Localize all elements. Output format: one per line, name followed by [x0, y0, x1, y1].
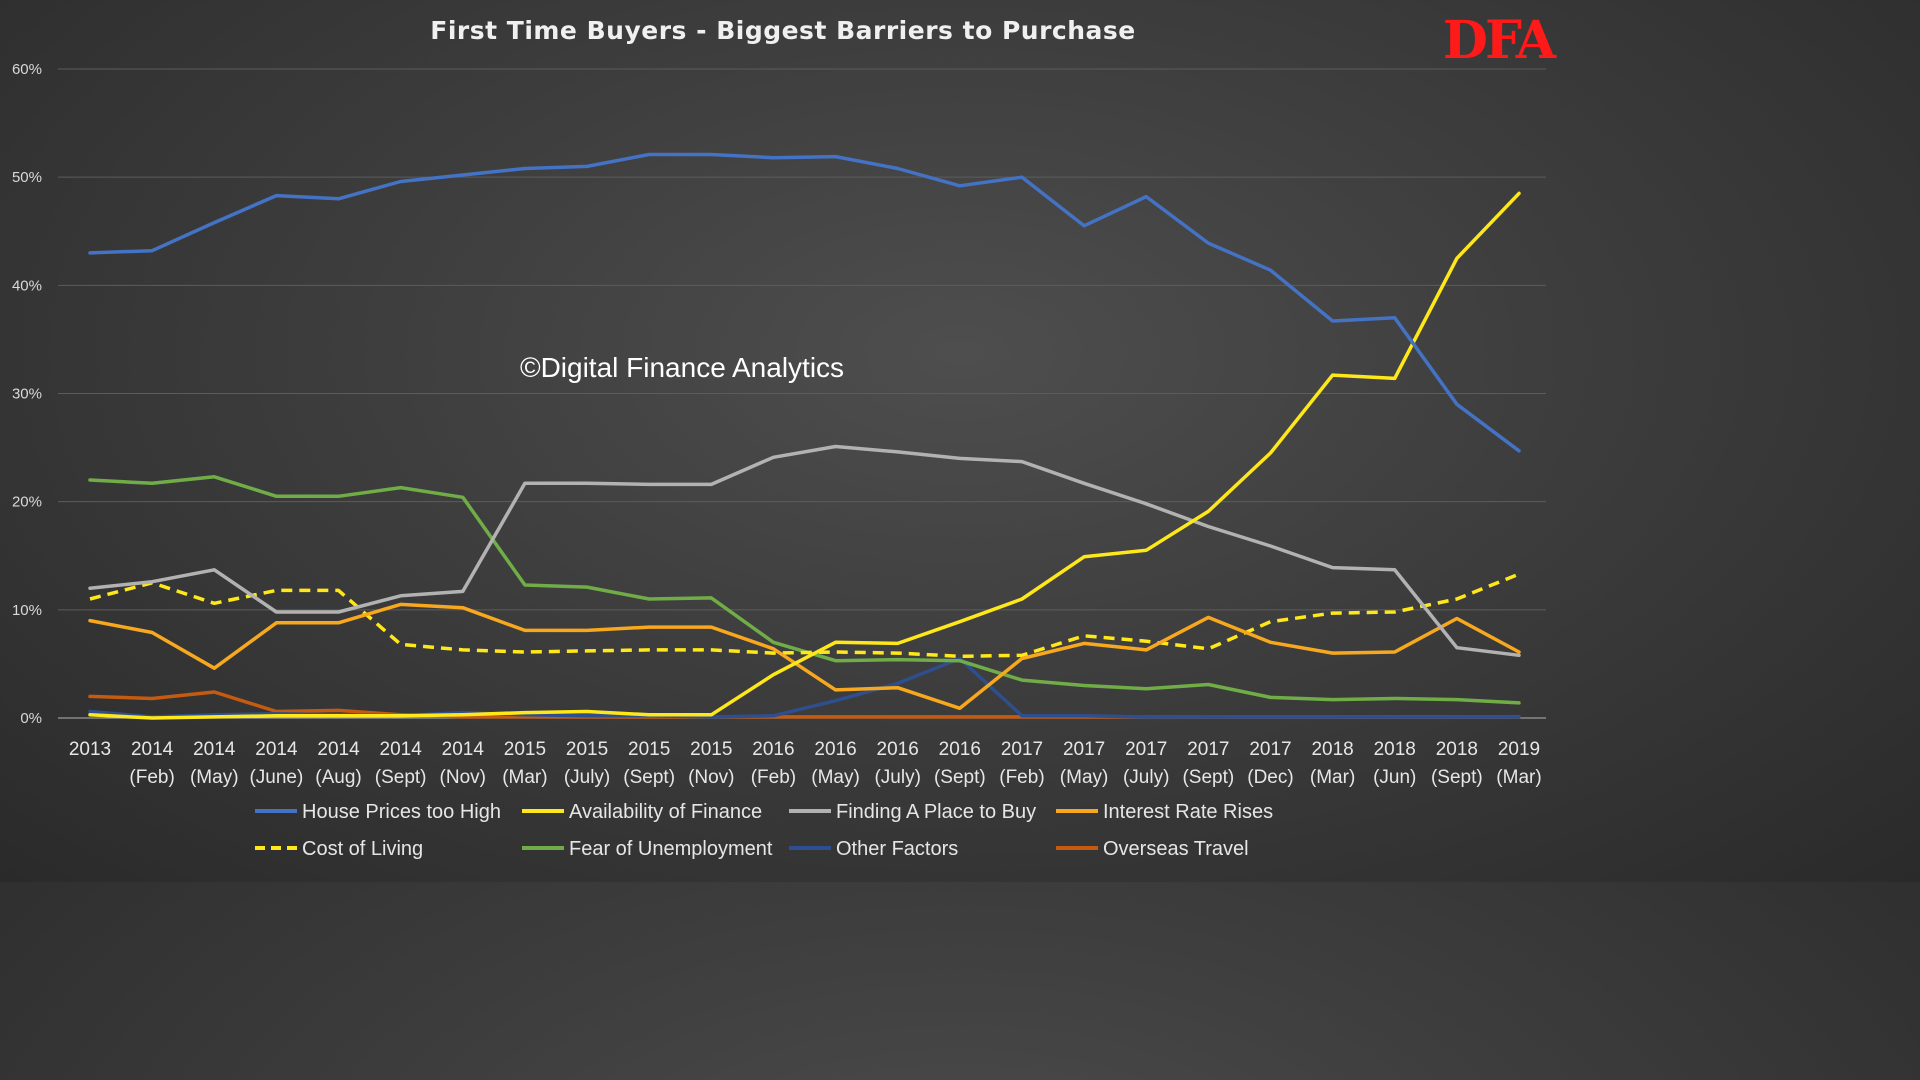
y-tick-label: 10% [12, 602, 42, 619]
series-line-cost-of-living [89, 572, 1520, 659]
x-tick-sublabel: (Mar) [1496, 767, 1541, 788]
x-tick-sublabel: (June) [249, 767, 303, 788]
y-axis-ticks: 0% 10% 20% 30% 40% 50% 60% [12, 61, 42, 727]
chart-title: First Time Buyers - Biggest Barriers to … [430, 16, 1135, 45]
x-tick-label: 2019 [1498, 739, 1540, 760]
x-tick-sublabel: (July) [564, 767, 610, 788]
x-tick-label: 2016 [814, 739, 856, 760]
y-tick-label: 30% [12, 386, 42, 403]
x-tick-sublabel: (July) [1123, 767, 1169, 788]
x-tick-sublabel: (Feb) [129, 767, 174, 788]
legend-label: Other Factors [836, 838, 958, 860]
x-tick-label: 2017 [1063, 739, 1105, 760]
x-tick-sublabel: (Dec) [1247, 767, 1293, 788]
x-tick-sublabel: (Nov) [440, 767, 486, 788]
series-line-interest-rate-rises [88, 602, 1521, 711]
x-tick-sublabel: (July) [874, 767, 920, 788]
y-tick-label: 0% [20, 710, 42, 727]
x-tick-label: 2015 [690, 739, 732, 760]
dfa-logo: DFA [1443, 10, 1557, 71]
x-tick-sublabel: (Mar) [1310, 767, 1355, 788]
legend-label: Overseas Travel [1103, 838, 1249, 860]
x-tick-label: 2017 [1249, 739, 1291, 760]
x-tick-label: 2018 [1436, 739, 1478, 760]
x-tick-sublabel: (Sept) [375, 767, 427, 788]
y-tick-label: 60% [12, 61, 42, 78]
x-tick-sublabel: (Sept) [1182, 767, 1234, 788]
x-tick-sublabel: (Jun) [1373, 767, 1416, 788]
x-tick-label: 2017 [1001, 739, 1043, 760]
x-tick-label: 2016 [752, 739, 794, 760]
x-tick-label: 2013 [69, 739, 111, 760]
x-tick-sublabel: (Sept) [623, 767, 675, 788]
x-tick-label: 2015 [504, 739, 546, 760]
x-tick-label: 2014 [380, 739, 423, 760]
series-line-finding-a-place-to-buy [88, 444, 1521, 658]
legend-label: Interest Rate Rises [1103, 801, 1273, 823]
x-tick-sublabel: (Aug) [315, 767, 361, 788]
x-tick-label: 2014 [255, 739, 298, 760]
chart-root: First Time Buyers - Biggest Barriers to … [12, 10, 1560, 860]
x-tick-sublabel: (May) [1060, 767, 1109, 788]
x-axis-ticks: 2013 2014 (Feb) 2014 (May) 2014 (June) 2014 (Aug… [69, 739, 1542, 788]
x-tick-sublabel: (Feb) [751, 767, 796, 788]
y-tick-label: 20% [12, 494, 42, 511]
legend: House Prices too High Availability of Fin… [255, 801, 1273, 860]
x-tick-label: 2018 [1374, 739, 1416, 760]
x-tick-label: 2014 [193, 739, 236, 760]
gridlines [58, 68, 1546, 611]
legend-label: Finding A Place to Buy [836, 801, 1036, 823]
x-tick-sublabel: (Sept) [1431, 767, 1483, 788]
series-line-availability-of-finance [88, 191, 1521, 720]
legend-label: Fear of Unemployment [569, 838, 773, 860]
x-tick-sublabel: (Feb) [999, 767, 1044, 788]
x-tick-sublabel: (May) [190, 767, 239, 788]
x-tick-label: 2016 [939, 739, 981, 760]
watermark-text: ©Digital Finance Analytics [520, 352, 844, 383]
x-tick-sublabel: (Sept) [934, 767, 986, 788]
legend-label: Cost of Living [302, 838, 423, 860]
x-tick-label: 2015 [628, 739, 670, 760]
x-tick-label: 2014 [317, 739, 360, 760]
legend-label: House Prices too High [302, 801, 501, 823]
x-tick-label: 2017 [1187, 739, 1229, 760]
y-tick-label: 50% [12, 169, 42, 186]
line-chart: First Time Buyers - Biggest Barriers to … [12, 10, 1560, 860]
x-tick-label: 2016 [877, 739, 919, 760]
x-tick-label: 2015 [566, 739, 608, 760]
x-tick-sublabel: (Mar) [502, 767, 547, 788]
x-tick-label: 2017 [1125, 739, 1167, 760]
x-tick-label: 2014 [131, 739, 174, 760]
x-tick-label: 2014 [442, 739, 485, 760]
y-tick-label: 40% [12, 277, 42, 294]
series-line-house-prices-too-high [88, 152, 1521, 453]
x-tick-sublabel: (May) [811, 767, 860, 788]
x-tick-label: 2018 [1311, 739, 1353, 760]
legend-label: Availability of Finance [569, 801, 762, 823]
x-tick-sublabel: (Nov) [688, 767, 734, 788]
series-lines [88, 152, 1521, 720]
